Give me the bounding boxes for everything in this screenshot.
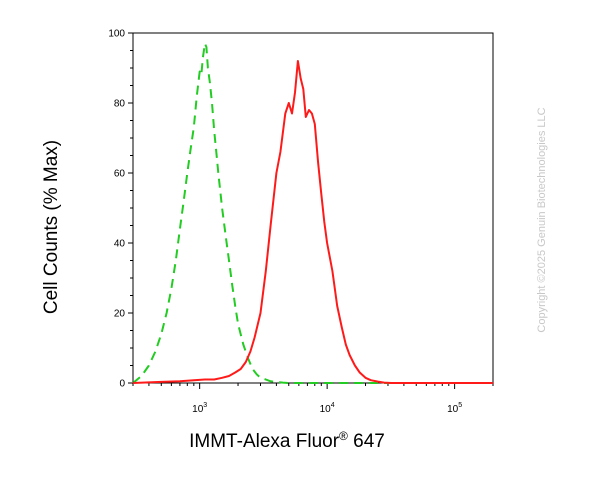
x-tick-label: 104 xyxy=(320,402,335,415)
stained-histogram-line xyxy=(132,60,493,384)
copyright-watermark: Copyright ©2025 Genuin Biotechnologies L… xyxy=(536,107,548,332)
registered-mark: ® xyxy=(339,429,348,443)
x-axis-title: IMMT-Alexa Fluor® 647 xyxy=(189,429,385,452)
y-axis: 0 20 40 60 80 100 xyxy=(108,29,494,390)
x-tick-label: 103 xyxy=(192,402,207,415)
series-layer xyxy=(132,42,493,384)
x-axis: 103 104 105 xyxy=(132,383,494,415)
y-tick-label: 40 xyxy=(114,239,126,250)
x-tick-label: 105 xyxy=(447,402,462,415)
y-tick-label: 100 xyxy=(108,29,125,40)
y-tick-label: 0 xyxy=(119,379,125,390)
control-histogram-line xyxy=(132,42,493,384)
x-axis-title-main: IMMT-Alexa Fluor xyxy=(189,431,340,452)
x-axis-title-suffix: 647 xyxy=(348,431,385,452)
y-tick-label: 20 xyxy=(114,309,126,320)
y-axis-title: Cell Counts (% Max) xyxy=(41,140,62,314)
y-tick-label: 60 xyxy=(114,169,126,180)
y-tick-label: 80 xyxy=(114,99,126,110)
plot-frame xyxy=(132,32,494,384)
